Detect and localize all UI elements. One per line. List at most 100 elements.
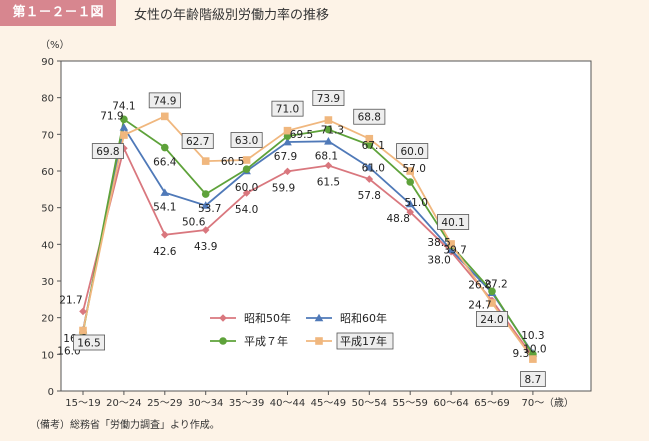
data-point — [324, 116, 333, 124]
legend-label: 昭和60年 — [340, 311, 387, 325]
x-tick-label: 50～54 — [352, 398, 387, 409]
data-label-box — [181, 133, 214, 150]
figure-header: 第１－２－１図 女性の年齢階級別労働力率の推移 — [0, 0, 649, 26]
data-label: 53.7 — [198, 203, 221, 215]
data-label: 57.0 — [403, 163, 426, 175]
data-label: 61.5 — [317, 177, 340, 189]
data-label: 69.8 — [96, 146, 119, 158]
data-label: 60.0 — [235, 182, 258, 194]
data-point — [365, 141, 374, 149]
data-label: 42.6 — [153, 246, 177, 258]
data-label: 39.7 — [443, 244, 466, 256]
x-tick-label: 70～ — [522, 398, 545, 409]
data-label: 62.7 — [186, 136, 209, 148]
legend-marker — [219, 314, 227, 322]
data-label-box — [271, 100, 304, 117]
data-label: 54.1 — [153, 202, 176, 214]
x-tick-label: 20～24 — [106, 398, 141, 409]
legend-label: 昭和50年 — [244, 311, 291, 325]
data-label-box — [148, 92, 181, 109]
data-point — [160, 188, 170, 196]
data-point — [79, 326, 87, 335]
data-point — [365, 134, 374, 143]
x-axis-unit: （歳） — [544, 397, 574, 409]
data-label: 71.0 — [276, 104, 299, 116]
data-point — [365, 163, 374, 171]
data-point — [201, 157, 210, 165]
data-point — [283, 167, 292, 176]
data-label: 60.0 — [401, 146, 424, 158]
data-label: 48.8 — [387, 213, 410, 225]
chart-area: （%） 0 10 20 30 40 50 60 70 80 90 15～19 20～24 25～29 30… — [0, 26, 649, 411]
data-label-box — [437, 214, 470, 230]
data-label: 24.0 — [480, 314, 503, 326]
legend-label-box — [336, 332, 394, 350]
data-label: 60.5 — [221, 156, 244, 168]
y-tick-label: 50 — [41, 204, 54, 215]
data-label: 74.1 — [112, 100, 135, 112]
y-tick-label: 10 — [41, 350, 54, 361]
data-label: 63.0 — [235, 135, 258, 147]
data-label: 26.8 — [468, 280, 491, 292]
data-label-box — [396, 143, 429, 159]
data-label: 8.7 — [525, 374, 542, 386]
legend-label: 平成７年 — [244, 334, 288, 348]
data-label: 38.5 — [427, 237, 450, 249]
series-line — [82, 115, 534, 360]
data-point — [488, 299, 496, 307]
data-label: 71.3 — [321, 125, 344, 137]
x-tick-label: 45～49 — [311, 398, 346, 409]
x-tick-label: 55～59 — [392, 398, 427, 409]
data-label: 24.7 — [468, 299, 491, 311]
data-label-box — [475, 311, 508, 327]
data-point — [324, 125, 333, 134]
figure-label: 第１－２－１図 — [0, 0, 116, 26]
data-point — [529, 355, 537, 363]
data-point — [120, 131, 128, 139]
x-tick-label: 65～69 — [474, 398, 509, 409]
data-label: 51.0 — [405, 197, 428, 209]
data-label: 67.9 — [274, 151, 297, 163]
data-point — [201, 226, 210, 234]
data-label: 10.3 — [521, 330, 544, 342]
data-point — [283, 137, 292, 146]
data-point — [161, 112, 169, 121]
series-line — [82, 145, 534, 358]
data-point — [242, 189, 251, 197]
data-point — [201, 201, 210, 209]
data-point — [161, 143, 169, 152]
legend-label: 平成17年 — [340, 334, 387, 348]
data-label: 69.5 — [290, 129, 313, 141]
data-label: 71.9 — [100, 110, 123, 122]
data-point — [201, 190, 210, 198]
data-point — [120, 115, 128, 124]
figure-title: 女性の年齢階級別労働力率の推移 — [134, 8, 330, 23]
data-label: 21.7 — [59, 294, 82, 306]
data-label-box — [91, 143, 124, 159]
data-point — [406, 208, 414, 216]
y-tick-label: 90 — [41, 57, 54, 68]
data-point — [324, 161, 333, 170]
data-point — [242, 156, 251, 164]
data-label: 57.8 — [358, 190, 381, 202]
y-tick-label: 30 — [41, 277, 54, 288]
data-point — [119, 123, 129, 131]
data-label-box — [73, 334, 106, 351]
y-tick-label: 60 — [41, 167, 54, 178]
data-label: 54.0 — [235, 204, 258, 216]
data-label: 67.1 — [362, 140, 385, 152]
data-point — [488, 287, 496, 296]
y-tick-label: 20 — [41, 314, 54, 325]
data-label: 27.2 — [484, 278, 507, 290]
x-tick-label: 35～39 — [229, 398, 264, 409]
data-label: 50.6 — [182, 216, 206, 228]
y-tick-label: 40 — [41, 240, 54, 251]
data-point — [447, 240, 455, 248]
data-label: 66.4 — [153, 157, 177, 169]
data-label-box — [353, 108, 386, 125]
data-label: 68.1 — [315, 150, 338, 162]
data-label-box — [520, 371, 546, 388]
data-label: 10.0 — [523, 343, 546, 355]
data-point — [161, 231, 169, 239]
data-label: 9.3 — [513, 348, 530, 360]
